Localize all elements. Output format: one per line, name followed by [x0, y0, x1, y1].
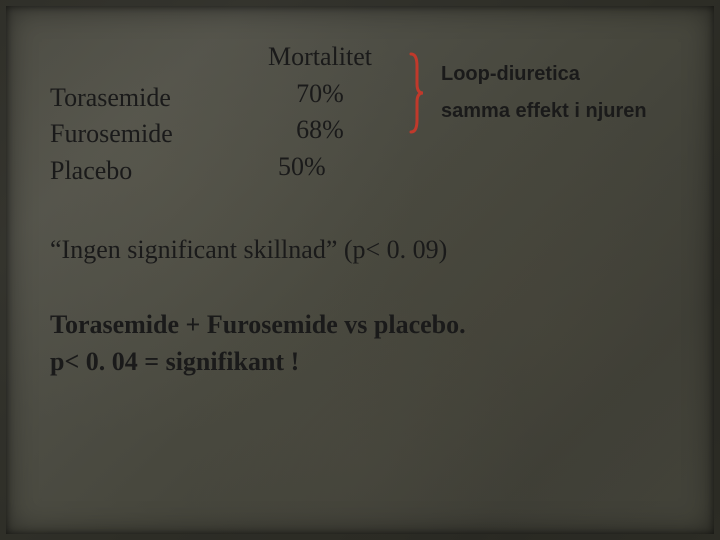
conclusion-line-1: Torasemide + Furosemide vs placebo. — [50, 307, 680, 343]
mortality-column: Mortalitet 70% 68% 50% — [250, 42, 390, 185]
quote-text: “Ingen significant skillnad” (p< 0. 09) — [50, 235, 680, 265]
curly-brace-icon — [407, 52, 425, 134]
conclusion-line-2: p< 0. 04 = signifikant ! — [50, 344, 680, 380]
mortality-row-1: 68% — [250, 112, 390, 148]
conclusion-block: Torasemide + Furosemide vs placebo. p< 0… — [50, 307, 680, 380]
drug-row-1: Furosemide — [50, 116, 250, 152]
annotation-text: Loop-diuretica samma effekt i njuren — [441, 63, 647, 123]
drug-row-0: Torasemide — [50, 80, 250, 116]
annotation-line-2: samma effekt i njuren — [441, 100, 647, 123]
mortality-header: Mortalitet — [250, 42, 390, 72]
annotation-line-1: Loop-diuretica — [441, 63, 647, 86]
drug-column: Torasemide Furosemide Placebo — [50, 42, 250, 189]
mortality-row-2: 50% — [250, 149, 390, 185]
brace-annotation-group: Loop-diuretica samma effekt i njuren — [407, 52, 647, 134]
drug-row-2: Placebo — [50, 153, 250, 189]
slide-content: Torasemide Furosemide Placebo Mortalitet… — [0, 0, 720, 540]
mortality-row-0: 70% — [250, 76, 390, 112]
